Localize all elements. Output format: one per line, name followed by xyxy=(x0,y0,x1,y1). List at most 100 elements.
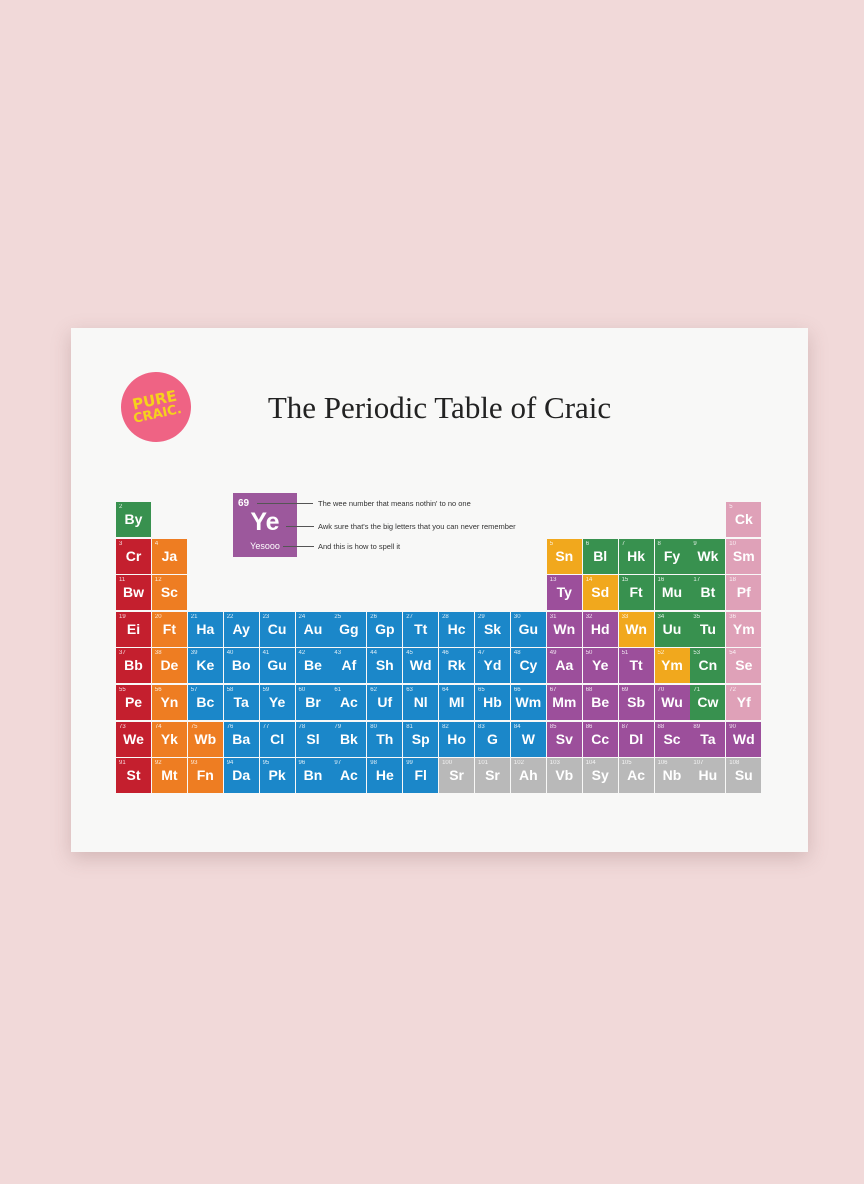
element-tile: 78 Sl xyxy=(295,721,331,757)
element-tile: 58 Ta xyxy=(223,685,259,720)
element-tile: 40 Bo xyxy=(223,648,259,684)
element-tile: 93 Fn xyxy=(187,758,223,794)
element-tile: 65 Hb xyxy=(475,685,510,720)
element-tile: 11 Bw xyxy=(116,575,151,611)
element-number: 95 xyxy=(262,760,270,767)
element-symbol: Sk xyxy=(483,620,502,637)
element-number: 14 xyxy=(585,577,593,584)
element-number: 63 xyxy=(406,687,413,693)
element-symbol: Au xyxy=(303,620,323,637)
element-tile: 30 Gu xyxy=(510,611,546,647)
element-symbol: Tt xyxy=(629,657,643,674)
element-tile: 59 Ye xyxy=(259,685,295,720)
element-symbol: Sr xyxy=(449,767,464,784)
element-number: 77 xyxy=(262,723,270,730)
element-symbol: Th xyxy=(376,730,394,747)
element-number: 5 xyxy=(549,540,554,547)
element-number: 24 xyxy=(298,613,306,620)
element-symbol: Wd xyxy=(732,730,755,747)
element-number: 80 xyxy=(370,723,377,730)
element-number: 89 xyxy=(693,723,701,730)
element-number: 79 xyxy=(334,723,342,730)
element-tile: 61 Ac xyxy=(331,685,367,720)
element-tile: 106 Nb xyxy=(654,758,690,794)
element-symbol: Ck xyxy=(734,511,753,527)
element-tile: 73 We xyxy=(116,721,151,757)
element-number: 59 xyxy=(262,687,270,693)
element-number: 99 xyxy=(406,760,413,767)
element-tile: 104 Sy xyxy=(582,758,618,794)
element-number: 71 xyxy=(693,687,701,693)
element-tile: 3 Cr xyxy=(116,538,151,574)
element-number: 94 xyxy=(226,760,234,767)
element-symbol: Tu xyxy=(699,620,716,637)
element-tile: 9 Wk xyxy=(690,538,726,574)
element-number: 105 xyxy=(621,760,632,767)
element-number: 4 xyxy=(154,540,159,547)
element-symbol: Be xyxy=(591,694,610,710)
leader-line xyxy=(283,546,314,547)
element-symbol: W xyxy=(521,730,535,747)
element-tile: 27 Tt xyxy=(403,611,439,647)
element-symbol: Ei xyxy=(126,620,141,637)
element-tile: 96 Bn xyxy=(295,758,331,794)
element-tile: 31 Wn xyxy=(546,611,582,647)
element-symbol: Ke xyxy=(196,657,215,674)
element-number: 84 xyxy=(513,723,521,730)
element-symbol: Gu xyxy=(267,657,287,674)
element-number: 53 xyxy=(693,650,701,657)
element-tile: 90 Wd xyxy=(726,721,762,757)
element-tile: 79 Bk xyxy=(331,721,367,757)
element-number: 92 xyxy=(154,760,162,767)
element-symbol: Fl xyxy=(414,767,427,784)
element-number: 98 xyxy=(370,760,377,767)
element-tile: 52 Ym xyxy=(654,648,690,684)
element-symbol: Mt xyxy=(161,767,178,784)
element-number: 2 xyxy=(119,504,123,510)
element-number: 10 xyxy=(729,540,736,547)
element-symbol: Ah xyxy=(519,767,538,784)
element-tile: 103 Vb xyxy=(546,758,582,794)
element-symbol: Ja xyxy=(161,547,178,564)
element-tile: 98 He xyxy=(367,758,403,794)
element-number: 21 xyxy=(190,613,198,620)
element-symbol: Cw xyxy=(697,694,719,710)
element-number: 37 xyxy=(119,650,126,657)
element-tile: 14 Sd xyxy=(582,575,618,611)
element-number: 74 xyxy=(154,723,162,730)
element-symbol: Sy xyxy=(591,767,609,784)
element-symbol: Bt xyxy=(700,584,716,601)
element-tile: 60 Br xyxy=(295,685,331,720)
element-tile: 17 Bt xyxy=(690,575,726,611)
element-number: 78 xyxy=(298,723,306,730)
element-number: 34 xyxy=(657,613,665,620)
element-number: 27 xyxy=(406,613,413,620)
element-symbol: Bc xyxy=(196,694,215,710)
element-tile: 68 Be xyxy=(582,685,618,720)
element-symbol: Hc xyxy=(447,620,466,637)
element-number: 65 xyxy=(478,687,485,693)
element-tile: 32 Hd xyxy=(582,611,618,647)
element-number: 35 xyxy=(693,613,701,620)
element-number: 6 xyxy=(585,540,590,547)
element-tile: 50 Ye xyxy=(582,648,618,684)
element-tile: 107 Hu xyxy=(690,758,726,794)
element-symbol: Yd xyxy=(483,657,502,674)
element-number: 45 xyxy=(406,650,413,657)
element-number: 20 xyxy=(154,613,162,620)
element-tile: 101 Sr xyxy=(475,758,510,794)
element-tile: 86 Cc xyxy=(582,721,618,757)
element-number: 106 xyxy=(657,760,668,767)
element-tile: 82 Ho xyxy=(439,721,475,757)
element-number: 22 xyxy=(226,613,234,620)
element-number: 9 xyxy=(693,540,697,547)
element-number: 39 xyxy=(190,650,198,657)
element-tile: 76 Ba xyxy=(223,721,259,757)
element-symbol: Yf xyxy=(736,694,751,710)
element-number: 58 xyxy=(226,687,234,693)
element-symbol: Sr xyxy=(485,767,500,784)
element-symbol: Ta xyxy=(700,730,716,747)
element-tile: 29 Sk xyxy=(475,611,510,647)
element-tile: 33 Wn xyxy=(618,611,654,647)
element-tile: 13 Ty xyxy=(546,575,582,611)
